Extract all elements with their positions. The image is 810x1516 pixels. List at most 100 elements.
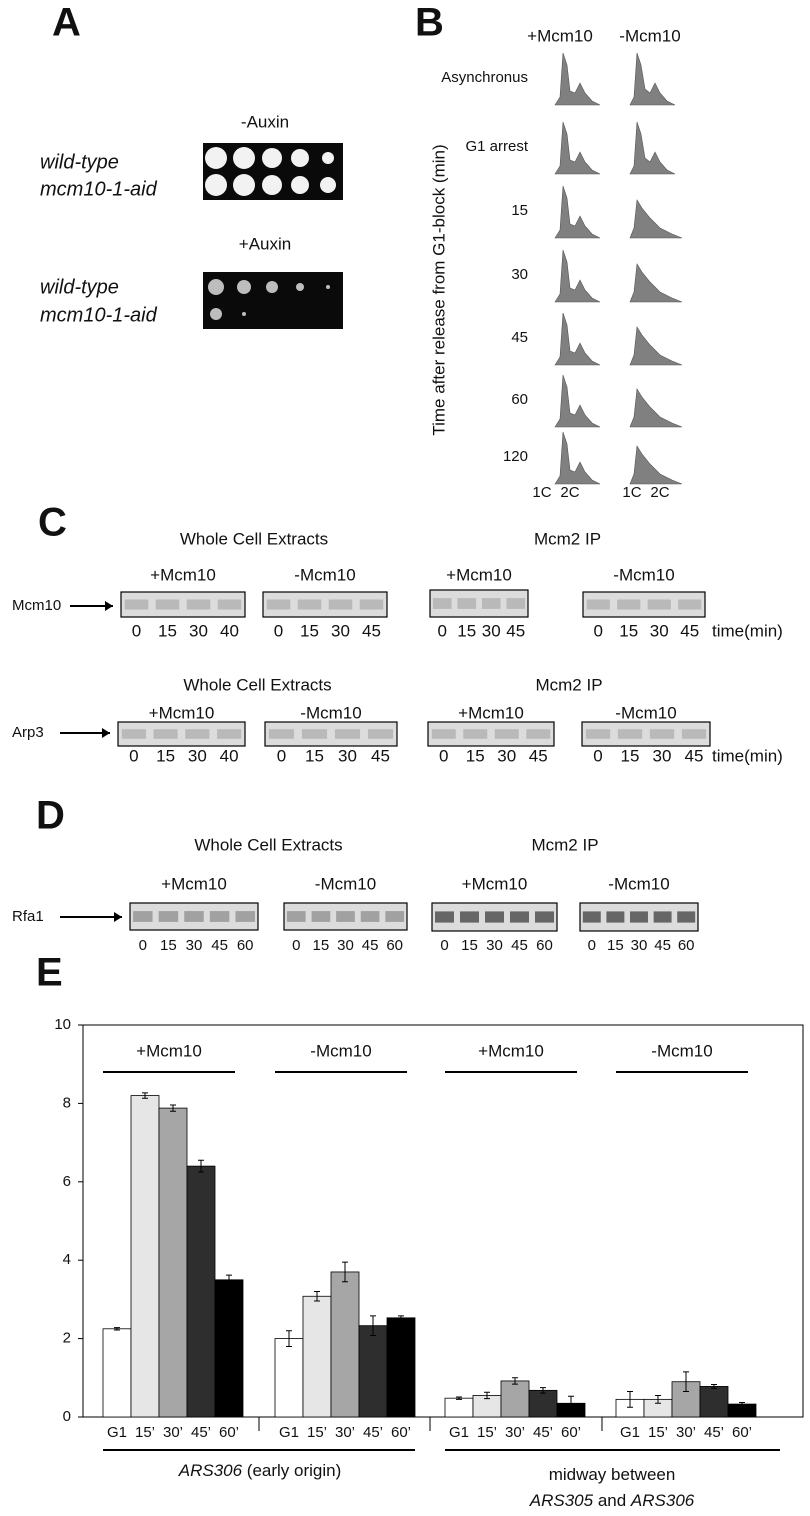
lane-label: 40 [220, 746, 239, 765]
blot-title: Mcm2 IP [534, 529, 601, 548]
lane-label: 30 [338, 746, 357, 765]
lane-label: 45 [654, 937, 671, 954]
lane-label: 15 [457, 621, 476, 640]
histogram [555, 186, 600, 238]
bar [159, 1108, 187, 1417]
band [298, 600, 322, 610]
blot-title: Mcm2 IP [531, 835, 598, 854]
band [385, 911, 404, 922]
x-tick-label: 45’ [191, 1424, 211, 1441]
lane-label: 0 [588, 937, 596, 954]
colony-spot [320, 177, 336, 193]
lane-label: 0 [129, 746, 138, 765]
bar [215, 1280, 243, 1417]
column-label: -Mcm10 [619, 26, 680, 45]
band [302, 729, 327, 739]
bar [331, 1272, 359, 1417]
row-label: G1 arrest [465, 138, 528, 155]
band [485, 911, 504, 922]
time-label: time(min) [712, 746, 783, 765]
band [159, 911, 178, 922]
y-tick-label: 2 [63, 1330, 71, 1347]
origin-label-part: and [593, 1491, 631, 1510]
x-tick-label: 30’ [505, 1424, 525, 1441]
band [495, 729, 519, 739]
band [460, 911, 479, 922]
lane-label: 0 [440, 937, 448, 954]
lane-label: 30 [186, 937, 203, 954]
colony-spot [291, 149, 309, 167]
bar [303, 1296, 331, 1417]
dna-content-label: 2C [560, 484, 579, 501]
lane-label: 30 [331, 621, 350, 640]
group-label: -Mcm10 [315, 874, 376, 893]
group-label: +Mcm10 [161, 874, 227, 893]
band [210, 911, 229, 922]
band [133, 911, 152, 922]
blot-title: Whole Cell Extracts [180, 529, 328, 548]
plate [203, 272, 343, 329]
band [329, 600, 353, 610]
x-tick-label: 45’ [363, 1424, 383, 1441]
band [154, 729, 178, 739]
x-tick-label: G1 [620, 1424, 640, 1441]
x-tick-label: 60’ [732, 1424, 752, 1441]
blot-title: Mcm2 IP [535, 675, 602, 694]
lane-label: 30 [486, 937, 503, 954]
histogram [555, 313, 600, 365]
lane-label: 15 [466, 746, 485, 765]
colony-spot [296, 283, 304, 291]
bar [445, 1398, 473, 1417]
lane-label: 0 [277, 746, 286, 765]
lane-label: 60 [678, 937, 695, 954]
lane-label: 30 [631, 937, 648, 954]
band [185, 729, 209, 739]
row-label: 30 [511, 266, 528, 283]
group-label: -Mcm10 [613, 565, 674, 584]
panel-letter: D [36, 794, 65, 838]
lane-label: 15 [619, 621, 638, 640]
lane-label: 30 [482, 621, 501, 640]
colony-spot [205, 147, 227, 169]
band [482, 598, 501, 609]
histogram [630, 122, 675, 174]
origin-label: midway between [549, 1465, 676, 1484]
colony-spot [205, 174, 227, 196]
group-label: -Mcm10 [608, 874, 669, 893]
lane-label: 0 [274, 621, 283, 640]
x-tick-label: G1 [449, 1424, 469, 1441]
band [433, 598, 452, 609]
strain-label: mcm10-1-aid [40, 304, 158, 326]
band [122, 729, 146, 739]
band [506, 598, 525, 609]
lane-label: 30 [189, 621, 208, 640]
lane-label: 15 [160, 937, 177, 954]
x-tick-label: G1 [107, 1424, 127, 1441]
histogram [630, 327, 682, 365]
origin-label-part: ARS305 [529, 1491, 594, 1510]
colony-spot [233, 174, 255, 196]
band [648, 600, 671, 610]
y-tick-label: 8 [63, 1094, 71, 1111]
figure: A B C D E Time after release from G1-blo… [0, 0, 810, 1516]
band [269, 729, 294, 739]
row-label: Asynchronus [441, 69, 528, 86]
x-tick-label: 30’ [335, 1424, 355, 1441]
row-label: 60 [511, 391, 528, 408]
band [510, 911, 529, 922]
band [361, 911, 380, 922]
band [336, 911, 355, 922]
colony-spot [237, 280, 251, 294]
histogram [555, 122, 600, 174]
x-tick-label: 45’ [533, 1424, 553, 1441]
band [630, 911, 648, 922]
origin-label-part: ARS306 [178, 1461, 243, 1480]
protein-label: Rfa1 [12, 908, 44, 925]
group-label: +Mcm10 [478, 1041, 544, 1060]
band [360, 600, 384, 610]
lane-label: 45 [371, 746, 390, 765]
histogram [630, 53, 675, 105]
group-label: +Mcm10 [462, 874, 528, 893]
origin-label-part: (early origin) [242, 1461, 341, 1480]
band [187, 600, 211, 610]
